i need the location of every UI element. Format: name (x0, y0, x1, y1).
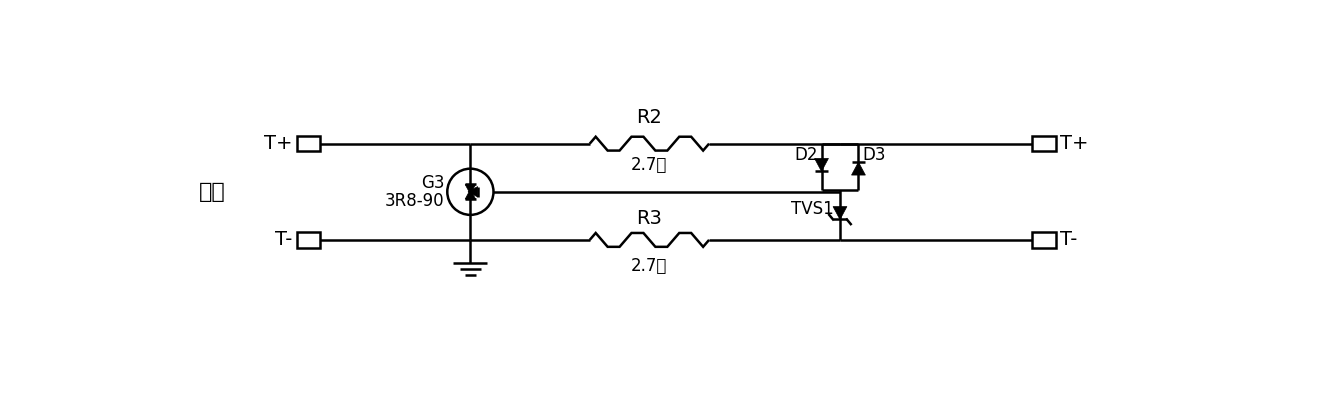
Text: R3: R3 (636, 209, 663, 228)
Polygon shape (815, 158, 828, 171)
Polygon shape (466, 189, 476, 199)
Polygon shape (468, 186, 478, 197)
Text: T-: T- (275, 230, 292, 249)
Text: R2: R2 (636, 108, 663, 127)
Text: 2.7欧: 2.7欧 (631, 257, 667, 275)
Polygon shape (297, 232, 320, 248)
Polygon shape (832, 207, 847, 220)
Polygon shape (1033, 136, 1055, 151)
Polygon shape (466, 184, 476, 194)
Polygon shape (851, 162, 866, 175)
Text: D3: D3 (862, 146, 886, 164)
Text: T+: T+ (1061, 134, 1089, 153)
Text: TVS1: TVS1 (791, 200, 834, 218)
Text: 2.7欧: 2.7欧 (631, 156, 667, 174)
Text: D2: D2 (794, 146, 818, 164)
Text: G3: G3 (420, 173, 444, 192)
Text: 3R8-90: 3R8-90 (384, 192, 444, 210)
Text: T+: T+ (264, 134, 292, 153)
Polygon shape (297, 136, 320, 151)
Polygon shape (1033, 232, 1055, 248)
Text: 控制: 控制 (199, 182, 225, 202)
Text: T-: T- (1061, 230, 1078, 249)
